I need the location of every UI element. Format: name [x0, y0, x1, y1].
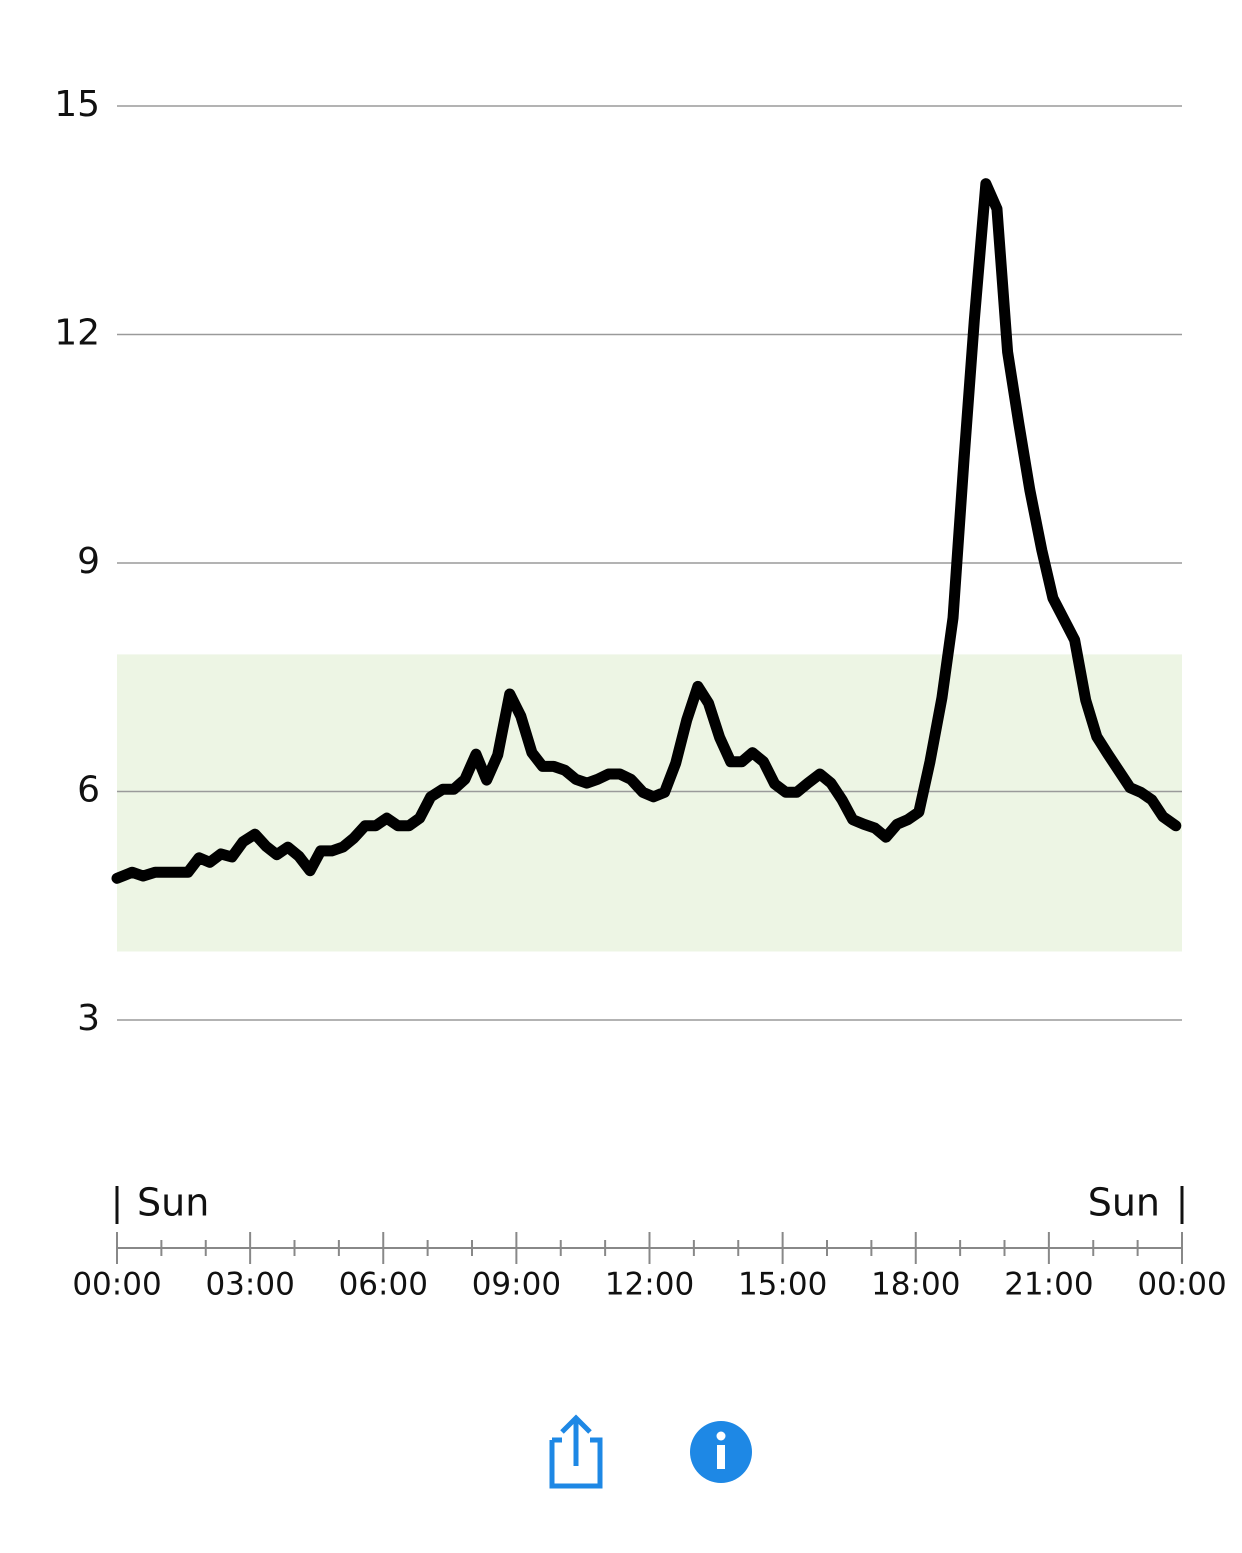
share-icon [549, 1437, 603, 1489]
x-tick-label: 03:00 [205, 1267, 294, 1303]
target-range [117, 654, 1182, 952]
share-arrow [560, 1414, 592, 1466]
day-label: Sun [1088, 1181, 1160, 1225]
y-tick-label: 15 [54, 84, 100, 125]
x-tick-label: 00:00 [1137, 1267, 1226, 1303]
y-tick-label: 12 [54, 313, 100, 354]
info-button[interactable] [690, 1421, 752, 1483]
day-label: Sun [137, 1181, 209, 1225]
glucose-line [111, 178, 1182, 884]
x-tick-label: 00:00 [72, 1267, 161, 1303]
y-tick-label: 6 [77, 770, 100, 811]
y-tick-label: 9 [77, 541, 100, 582]
x-tick-label: 18:00 [871, 1267, 960, 1303]
x-tick-label: 15:00 [738, 1267, 827, 1303]
x-tick-label: 12:00 [605, 1267, 694, 1303]
x-tick-label: 09:00 [472, 1267, 561, 1303]
info-dot [716, 1431, 726, 1441]
x-tick-label: 21:00 [1004, 1267, 1093, 1303]
info-stem [717, 1445, 725, 1469]
x-tick-label: 06:00 [339, 1267, 428, 1303]
share-button[interactable] [549, 1414, 603, 1489]
y-tick-label: 3 [77, 998, 100, 1039]
